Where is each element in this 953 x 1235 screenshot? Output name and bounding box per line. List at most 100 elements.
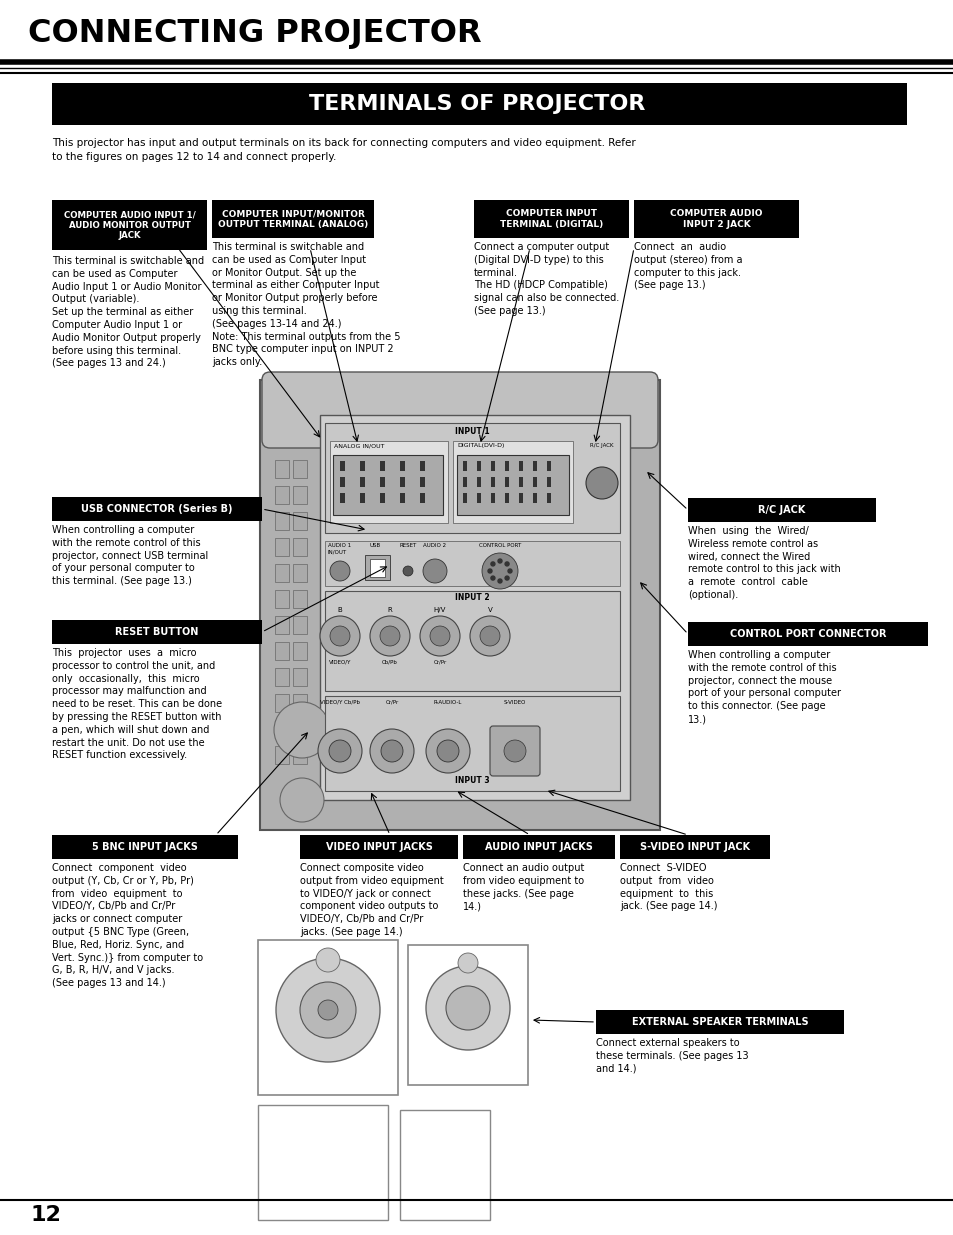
Circle shape bbox=[319, 616, 359, 656]
Circle shape bbox=[379, 626, 399, 646]
FancyBboxPatch shape bbox=[299, 835, 457, 860]
Text: USB: USB bbox=[370, 543, 381, 548]
Text: 12: 12 bbox=[30, 1205, 61, 1225]
Circle shape bbox=[491, 576, 495, 580]
FancyBboxPatch shape bbox=[399, 1110, 490, 1220]
Text: When controlling a computer
with the remote control of this
projector, connect U: When controlling a computer with the rem… bbox=[52, 525, 208, 587]
FancyBboxPatch shape bbox=[370, 559, 385, 577]
FancyBboxPatch shape bbox=[462, 493, 467, 503]
Text: CONNECTING PROJECTOR: CONNECTING PROJECTOR bbox=[28, 19, 481, 49]
FancyBboxPatch shape bbox=[260, 380, 659, 830]
FancyBboxPatch shape bbox=[533, 461, 537, 471]
Text: COMPUTER INPUT
TERMINAL (DIGITAL): COMPUTER INPUT TERMINAL (DIGITAL) bbox=[499, 209, 602, 228]
Text: Cr/Pr: Cr/Pr bbox=[385, 700, 398, 705]
FancyBboxPatch shape bbox=[257, 1105, 388, 1220]
FancyBboxPatch shape bbox=[274, 487, 289, 504]
FancyBboxPatch shape bbox=[274, 538, 289, 556]
FancyBboxPatch shape bbox=[325, 541, 619, 585]
FancyBboxPatch shape bbox=[619, 835, 769, 860]
Circle shape bbox=[497, 579, 501, 583]
FancyBboxPatch shape bbox=[408, 945, 527, 1086]
Text: RESET: RESET bbox=[399, 543, 416, 548]
FancyBboxPatch shape bbox=[339, 493, 345, 503]
Text: V: V bbox=[487, 606, 492, 613]
Text: INPUT 1: INPUT 1 bbox=[455, 427, 489, 436]
FancyBboxPatch shape bbox=[339, 477, 345, 487]
Circle shape bbox=[330, 626, 350, 646]
FancyBboxPatch shape bbox=[274, 694, 289, 713]
Text: EXTERNAL SPEAKER TERMINALS: EXTERNAL SPEAKER TERMINALS bbox=[631, 1016, 807, 1028]
FancyBboxPatch shape bbox=[476, 493, 480, 503]
FancyBboxPatch shape bbox=[339, 461, 345, 471]
Circle shape bbox=[280, 778, 324, 823]
FancyBboxPatch shape bbox=[491, 493, 495, 503]
FancyBboxPatch shape bbox=[546, 461, 551, 471]
FancyBboxPatch shape bbox=[293, 487, 307, 504]
Circle shape bbox=[275, 958, 379, 1062]
Text: INPUT 3: INPUT 3 bbox=[455, 776, 489, 785]
FancyBboxPatch shape bbox=[456, 454, 568, 515]
Circle shape bbox=[497, 559, 501, 563]
Text: This terminal is switchable and
can be used as Computer Input
or Monitor Output.: This terminal is switchable and can be u… bbox=[212, 242, 400, 367]
Text: S-VIDEO INPUT JACK: S-VIDEO INPUT JACK bbox=[639, 842, 749, 852]
Circle shape bbox=[470, 616, 510, 656]
FancyBboxPatch shape bbox=[293, 564, 307, 582]
FancyBboxPatch shape bbox=[491, 461, 495, 471]
Circle shape bbox=[446, 986, 490, 1030]
FancyBboxPatch shape bbox=[518, 461, 522, 471]
FancyBboxPatch shape bbox=[293, 513, 307, 530]
FancyBboxPatch shape bbox=[274, 616, 289, 634]
FancyBboxPatch shape bbox=[476, 461, 480, 471]
Circle shape bbox=[503, 740, 525, 762]
Text: R-AUDIO-L: R-AUDIO-L bbox=[434, 700, 461, 705]
Circle shape bbox=[436, 740, 458, 762]
Text: This  projector  uses  a  micro
processor to control the unit, and
only  occasio: This projector uses a micro processor to… bbox=[52, 648, 222, 761]
FancyBboxPatch shape bbox=[596, 1010, 843, 1034]
FancyBboxPatch shape bbox=[52, 83, 906, 125]
Text: COMPUTER AUDIO
INPUT 2 JACK: COMPUTER AUDIO INPUT 2 JACK bbox=[670, 209, 762, 228]
Circle shape bbox=[274, 701, 330, 758]
Text: S-VIDEO: S-VIDEO bbox=[503, 700, 526, 705]
Text: R: R bbox=[387, 606, 392, 613]
Circle shape bbox=[507, 569, 512, 573]
Text: Connect composite video
output from video equipment
to VIDEO/Y jack or connect
c: Connect composite video output from vide… bbox=[299, 863, 443, 937]
Text: H/V: H/V bbox=[434, 606, 446, 613]
Circle shape bbox=[426, 966, 510, 1050]
Text: Cb/Pb: Cb/Pb bbox=[381, 659, 397, 664]
Text: CONTROL PORT CONNECTOR: CONTROL PORT CONNECTOR bbox=[729, 629, 885, 638]
FancyBboxPatch shape bbox=[274, 642, 289, 659]
FancyBboxPatch shape bbox=[274, 459, 289, 478]
Circle shape bbox=[299, 982, 355, 1037]
FancyBboxPatch shape bbox=[453, 441, 573, 522]
Text: Connect  S-VIDEO
output  from  video
equipment  to  this
jack. (See page 14.): Connect S-VIDEO output from video equipm… bbox=[619, 863, 717, 911]
Text: Cr/Pr: Cr/Pr bbox=[433, 659, 446, 664]
FancyBboxPatch shape bbox=[462, 477, 467, 487]
Text: COMPUTER INPUT/MONITOR
OUTPUT TERMINAL (ANALOG): COMPUTER INPUT/MONITOR OUTPUT TERMINAL (… bbox=[217, 209, 368, 228]
FancyBboxPatch shape bbox=[399, 477, 405, 487]
Text: VIDEO INPUT JACKS: VIDEO INPUT JACKS bbox=[325, 842, 432, 852]
Circle shape bbox=[317, 729, 361, 773]
FancyBboxPatch shape bbox=[379, 477, 385, 487]
Circle shape bbox=[504, 576, 509, 580]
FancyBboxPatch shape bbox=[293, 459, 307, 478]
Text: Connect a computer output
(Digital DVI-D type) to this
terminal.
The HD (HDCP Co: Connect a computer output (Digital DVI-D… bbox=[474, 242, 618, 316]
Text: Connect an audio output
from video equipment to
these jacks. (See page
14.): Connect an audio output from video equip… bbox=[462, 863, 584, 911]
FancyBboxPatch shape bbox=[634, 200, 799, 238]
FancyBboxPatch shape bbox=[419, 461, 424, 471]
Text: RESET BUTTON: RESET BUTTON bbox=[115, 627, 198, 637]
FancyBboxPatch shape bbox=[293, 590, 307, 608]
Circle shape bbox=[479, 626, 499, 646]
Text: 5 BNC INPUT JACKS: 5 BNC INPUT JACKS bbox=[92, 842, 197, 852]
FancyBboxPatch shape bbox=[262, 372, 658, 448]
FancyBboxPatch shape bbox=[365, 555, 390, 580]
FancyBboxPatch shape bbox=[274, 668, 289, 685]
FancyBboxPatch shape bbox=[504, 493, 509, 503]
Text: This terminal is switchable and
can be used as Computer
Audio Input 1 or Audio M: This terminal is switchable and can be u… bbox=[52, 256, 204, 368]
FancyBboxPatch shape bbox=[462, 461, 467, 471]
FancyBboxPatch shape bbox=[476, 477, 480, 487]
FancyBboxPatch shape bbox=[274, 564, 289, 582]
Circle shape bbox=[380, 740, 402, 762]
FancyBboxPatch shape bbox=[687, 622, 927, 646]
FancyBboxPatch shape bbox=[504, 477, 509, 487]
FancyBboxPatch shape bbox=[293, 616, 307, 634]
